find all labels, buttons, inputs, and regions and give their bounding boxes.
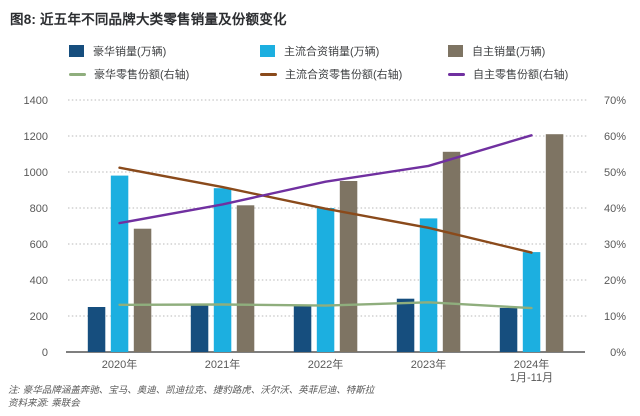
chart-title: 图8: 近五年不同品牌大类零售销量及份额变化 [10,12,287,27]
left-axis-tick-label: 200 [30,311,48,323]
bar-series0-cat3 [396,298,415,352]
right-axis-tick-label: 30% [604,239,626,251]
bar-swatch-icon [260,45,275,57]
bar-series2-cat1 [236,205,255,352]
legend-item-line-2: 自主零售份额(右轴) [448,67,568,81]
bar-series2-cat3 [442,151,461,352]
share-line-1 [118,166,533,254]
bar-series0-cat2 [293,305,312,352]
share-line-2 [118,134,533,225]
line-swatch-icon [69,72,86,76]
left-axis-tick-label: 400 [30,275,48,287]
x-axis-label: 2020年 [102,357,137,371]
bar-series2-cat0 [133,228,152,352]
legend-label: 主流合资销量(万辆) [284,46,380,58]
legend-item-bar-1: 主流合资销量(万辆) [260,44,379,58]
bar-series0-cat0 [87,307,106,352]
bar-swatch-icon [69,45,84,57]
left-axis-tick-label: 600 [30,239,48,251]
legend-label: 豪华零售份额(右轴) [94,69,190,81]
right-axis-tick-label: 40% [604,203,626,215]
legend-label: 主流合资零售份额(右轴) [285,69,403,81]
legend-label: 自主零售份额(右轴) [473,69,569,81]
footnote: 注: 豪华品牌涵盖奔驰、宝马、奥迪、凯迪拉克、捷豹路虎、沃尔沃、英菲尼迪、特斯拉 [8,385,375,396]
left-axis-tick-label: 800 [30,203,48,215]
left-axis-tick-label: 0 [42,347,48,359]
line-swatch-icon [260,72,277,76]
chart-legend: 豪华销量(万辆) 主流合资销量(万辆) 自主销量(万辆) 豪华零售份额(右轴) 主流合资… [0,0,640,90]
legend-item-bar-2: 自主销量(万辆) [448,44,545,58]
share-line-0 [118,301,533,310]
right-axis-tick-label: 10% [604,311,626,323]
legend-label: 自主销量(万辆) [472,46,546,58]
left-axis-tick-label: 1000 [24,167,48,179]
bar-series1-cat0 [110,175,129,352]
bar-series1-cat4 [522,252,541,352]
bar-swatch-icon [448,45,463,57]
legend-label: 豪华销量(万辆) [93,46,167,58]
bar-series1-cat1 [213,188,232,352]
right-axis-tick-label: 60% [604,131,626,143]
x-axis-label: 2024年 1月-11月 [510,357,553,384]
legend-item-bar-0: 豪华销量(万辆) [69,44,166,58]
bar-series0-cat4 [499,307,518,352]
x-axis-label: 2021年 [205,357,240,371]
bar-series1-cat3 [419,218,438,352]
bar-series2-cat4 [545,134,564,352]
right-axis-tick-label: 0% [610,347,626,359]
left-axis-tick-label: 1200 [24,131,48,143]
right-axis-tick-label: 20% [604,275,626,287]
left-axis-tick-label: 1400 [24,95,48,107]
right-axis-tick-label: 50% [604,167,626,179]
source-note: 资料来源: 乘联会 [8,398,80,409]
line-swatch-icon [448,72,465,76]
legend-item-line-0: 豪华零售份额(右轴) [69,67,189,81]
right-axis-tick-label: 70% [604,95,626,107]
legend-item-line-1: 主流合资零售份额(右轴) [260,67,402,81]
bar-series0-cat1 [190,304,209,352]
x-axis-label: 2023年 [411,357,446,371]
bar-series2-cat2 [339,181,358,352]
bar-series1-cat2 [316,208,335,352]
x-axis-label: 2022年 [308,357,343,371]
